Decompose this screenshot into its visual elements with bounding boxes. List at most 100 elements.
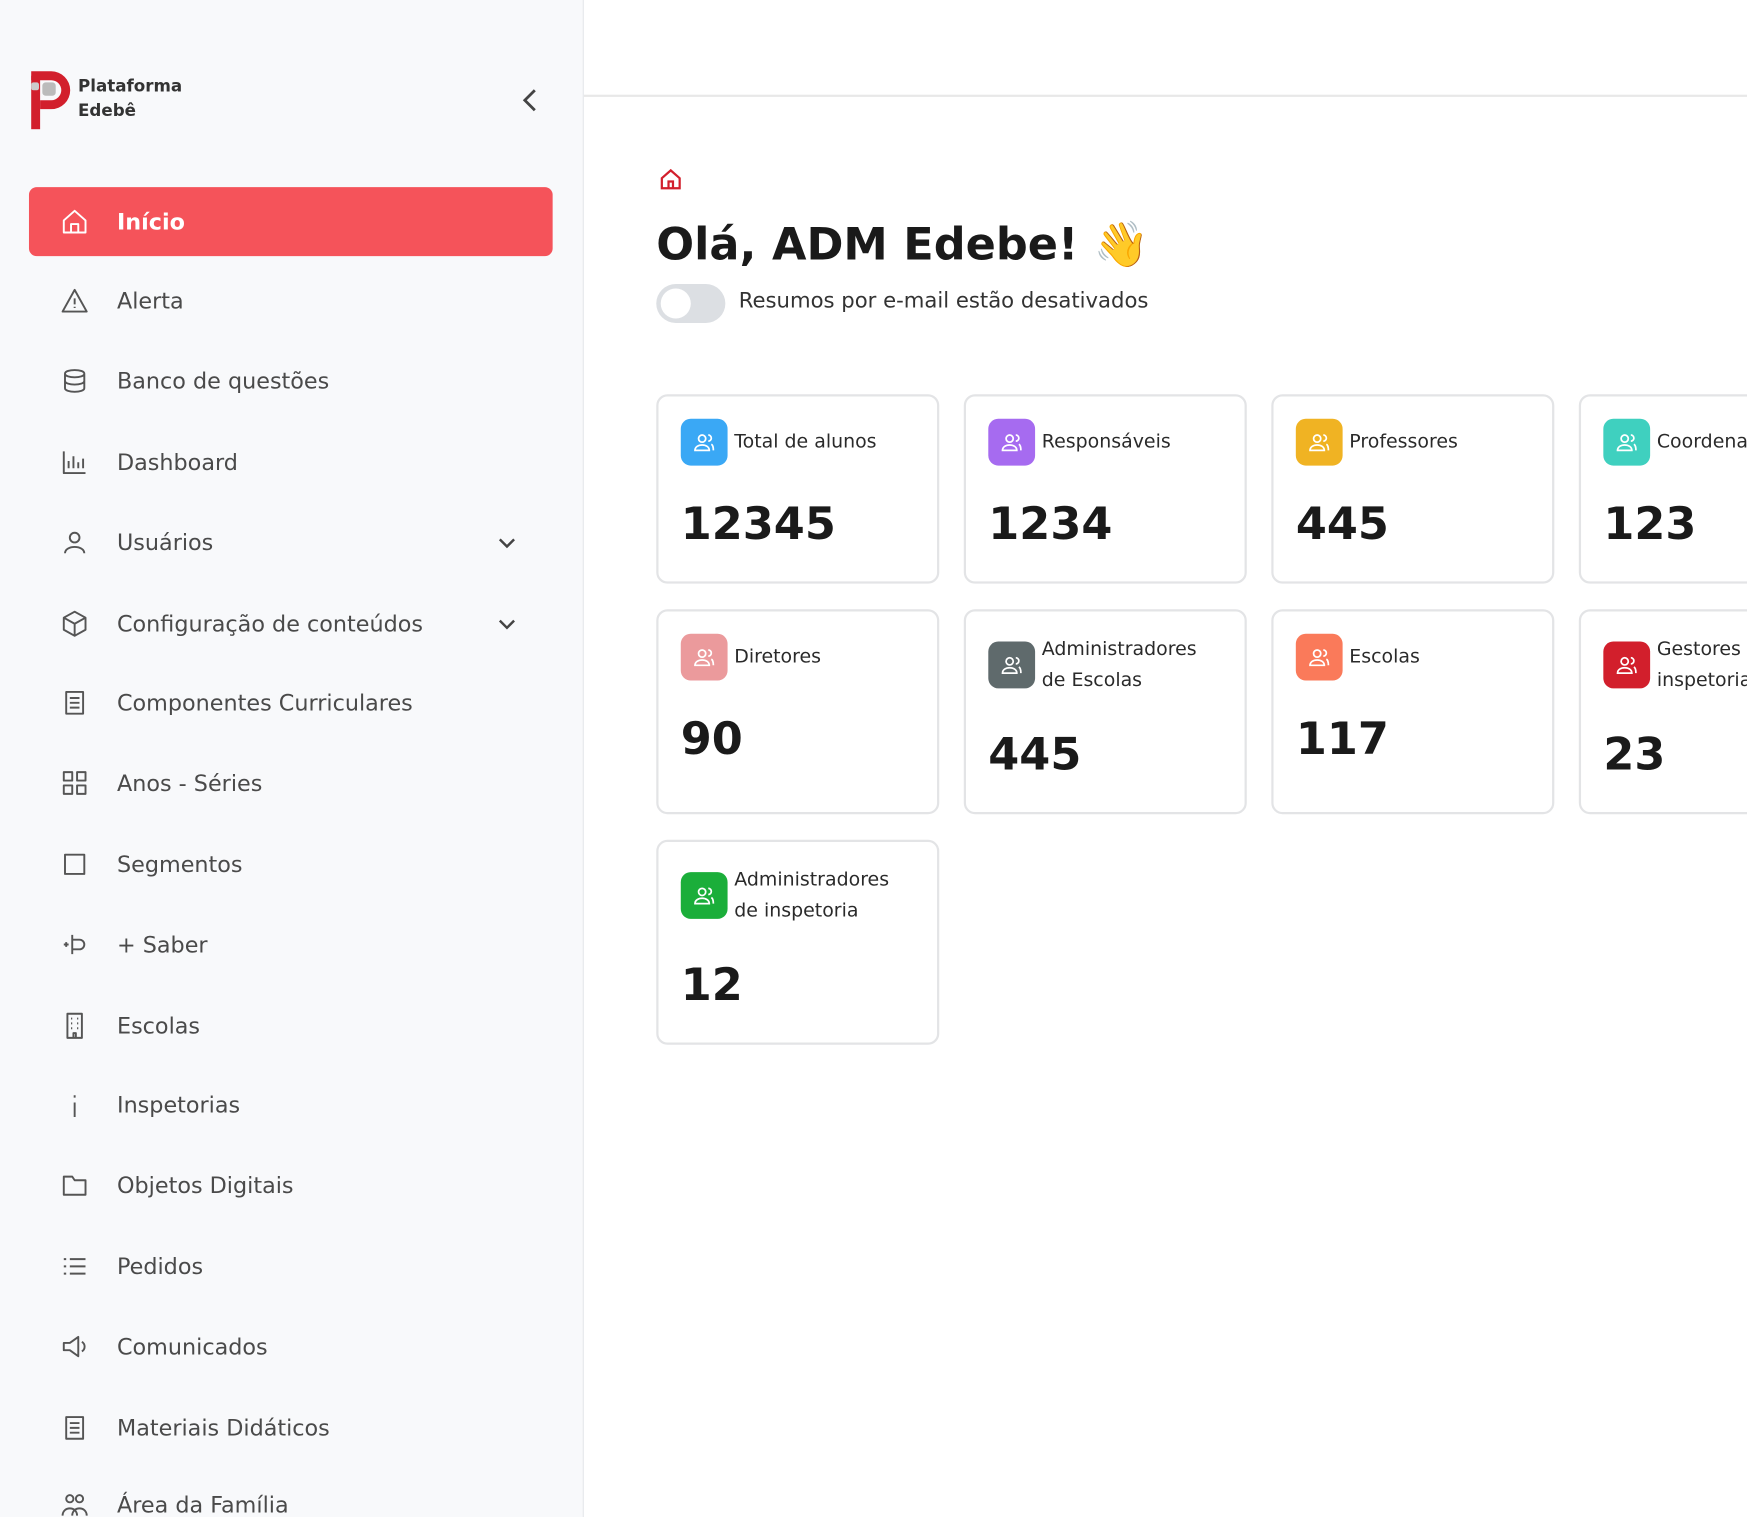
- menu-label: Comunicados: [116, 1333, 268, 1360]
- menu-label: Pedidos: [116, 1253, 204, 1280]
- menu-item[interactable]: Pedidos: [29, 1232, 553, 1301]
- home-breadcrumb[interactable]: [658, 167, 683, 192]
- icon-path: [694, 887, 715, 905]
- menu-item[interactable]: + Saber: [29, 910, 553, 979]
- expand-chevron: [498, 619, 515, 630]
- card-header: Total de alunos: [680, 418, 915, 466]
- menu-item[interactable]: Usuários: [29, 508, 553, 577]
- card-header: Professores: [1295, 418, 1530, 466]
- card-value: 117: [1295, 713, 1389, 766]
- icon-path: [66, 1012, 83, 1039]
- icon-path: [1309, 434, 1330, 452]
- stat-card: Gestores de inspetoria 23: [1578, 609, 1747, 815]
- menu-label: Componentes Curriculares: [116, 689, 413, 717]
- menu-icon: [66, 1012, 83, 1039]
- card-value: 12: [680, 960, 743, 1012]
- collapse-button[interactable]: [519, 87, 541, 114]
- menu-icon: [64, 531, 86, 554]
- menu-icon: [62, 610, 87, 637]
- menu-icon: [64, 853, 86, 875]
- icon-path: [62, 451, 86, 475]
- menu-label: Objetos Digitais: [116, 1171, 294, 1199]
- menu-icon: [63, 1258, 86, 1275]
- menu-item[interactable]: Alerta: [29, 266, 553, 335]
- card-header: Escolas: [1295, 633, 1530, 681]
- icon-path: [694, 649, 715, 667]
- icon-path: [62, 209, 87, 234]
- icon-path: [62, 610, 87, 637]
- icon-path: [62, 771, 87, 795]
- card-icon: [680, 872, 728, 919]
- card-icon: [988, 418, 1036, 466]
- menu-icon: [62, 771, 87, 795]
- icon-path: [1001, 434, 1022, 452]
- menu-label: Início: [116, 208, 185, 236]
- menu-icon: [62, 1335, 86, 1358]
- menu-label: Dashboard: [116, 448, 238, 476]
- icon-path: [1616, 434, 1637, 452]
- stat-card: Administradores de inspetoria 12: [656, 839, 940, 1045]
- menu-icon: [62, 1175, 87, 1196]
- menu-icon: [63, 934, 86, 955]
- stat-card: Responsáveis 1234: [963, 394, 1247, 584]
- menu-icon: [64, 369, 86, 393]
- card-value: 12345: [680, 498, 836, 551]
- users-icon: [1309, 434, 1330, 452]
- icon-path: [1309, 649, 1330, 667]
- menu-item[interactable]: Componentes Curriculares: [29, 668, 553, 737]
- menu-item[interactable]: Dashboard: [29, 428, 553, 497]
- card-header: Diretores: [680, 633, 915, 681]
- menu-icon: [65, 690, 85, 715]
- users-icon: [1309, 649, 1330, 667]
- card-icon: [1295, 418, 1343, 466]
- menu-item[interactable]: Materiais Didáticos: [29, 1393, 553, 1462]
- card-icon: [1603, 641, 1651, 689]
- menu-label: Banco de questões: [116, 367, 330, 395]
- menu-item[interactable]: Segmentos: [29, 830, 553, 899]
- menu-label: Configuração de conteúdos: [116, 610, 423, 638]
- icon-path: [64, 531, 86, 554]
- card-value: 1234: [988, 498, 1113, 551]
- email-toggle[interactable]: [656, 284, 726, 324]
- card-header: Administradores de Escolas: [988, 634, 1222, 696]
- menu-item[interactable]: Anos - Séries: [29, 748, 553, 817]
- card-label: Coordenadores: [1656, 431, 1747, 454]
- menu-item[interactable]: Objetos Digitais: [29, 1151, 553, 1220]
- menu-item[interactable]: Inspetorias: [29, 1070, 553, 1139]
- card-label: Total de alunos: [734, 431, 877, 454]
- menu-item[interactable]: Configuração de conteúdos: [29, 589, 553, 658]
- icon-path: [1001, 656, 1022, 674]
- card-icon: [1603, 418, 1651, 466]
- stat-card: Escolas 117: [1271, 609, 1555, 815]
- greeting-emoji: 👋: [1093, 219, 1150, 271]
- icon-path: [63, 1258, 86, 1275]
- menu-label: Escolas: [116, 1012, 201, 1040]
- users-icon: [1616, 656, 1637, 674]
- chevron-path: [498, 538, 515, 549]
- stat-card: Total de alunos 12345: [656, 394, 940, 584]
- menu-item[interactable]: Área da Família: [29, 1470, 553, 1517]
- menu-icon: [61, 288, 88, 313]
- icon-path: [1616, 656, 1637, 674]
- icon-path: [65, 1416, 85, 1440]
- menu-icon: [61, 1494, 88, 1516]
- menu-label: Anos - Séries: [116, 769, 263, 797]
- menu-item[interactable]: Escolas: [29, 991, 553, 1060]
- menu-item[interactable]: Início: [28, 187, 553, 257]
- menu-item[interactable]: Comunicados: [29, 1312, 553, 1381]
- menu-item[interactable]: Banco de questões: [29, 346, 553, 415]
- expand-chevron: [498, 538, 515, 549]
- top-bar: [583, 0, 1747, 97]
- users-icon: [694, 649, 715, 667]
- brand-line: Edebê: [77, 100, 137, 121]
- card-header: Responsáveis: [988, 418, 1222, 466]
- menu-icon: [73, 1095, 76, 1117]
- icon-path: [61, 1494, 88, 1516]
- users-icon: [1001, 656, 1022, 674]
- chevron-path: [498, 619, 515, 630]
- card-label: Gestores de inspetoria: [1656, 638, 1747, 692]
- card-label: Diretores: [734, 646, 822, 669]
